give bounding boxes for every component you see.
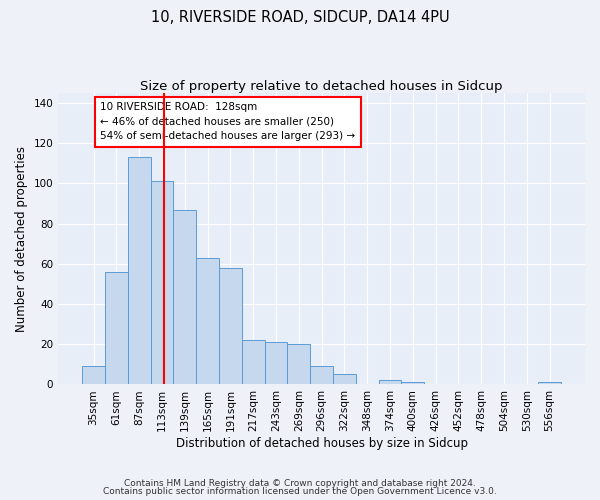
- Bar: [310, 366, 333, 384]
- Bar: [379, 380, 401, 384]
- Bar: [105, 272, 128, 384]
- Bar: [128, 158, 151, 384]
- Bar: [196, 258, 219, 384]
- Bar: [265, 342, 287, 384]
- Y-axis label: Number of detached properties: Number of detached properties: [15, 146, 28, 332]
- X-axis label: Distribution of detached houses by size in Sidcup: Distribution of detached houses by size …: [176, 437, 467, 450]
- Text: Contains HM Land Registry data © Crown copyright and database right 2024.: Contains HM Land Registry data © Crown c…: [124, 478, 476, 488]
- Bar: [242, 340, 265, 384]
- Text: 10, RIVERSIDE ROAD, SIDCUP, DA14 4PU: 10, RIVERSIDE ROAD, SIDCUP, DA14 4PU: [151, 10, 449, 25]
- Bar: [173, 210, 196, 384]
- Bar: [151, 182, 173, 384]
- Bar: [333, 374, 356, 384]
- Bar: [401, 382, 424, 384]
- Text: 10 RIVERSIDE ROAD:  128sqm
← 46% of detached houses are smaller (250)
54% of sem: 10 RIVERSIDE ROAD: 128sqm ← 46% of detac…: [100, 102, 355, 141]
- Bar: [538, 382, 561, 384]
- Bar: [82, 366, 105, 384]
- Text: Contains public sector information licensed under the Open Government Licence v3: Contains public sector information licen…: [103, 487, 497, 496]
- Bar: [287, 344, 310, 385]
- Title: Size of property relative to detached houses in Sidcup: Size of property relative to detached ho…: [140, 80, 503, 93]
- Bar: [219, 268, 242, 384]
